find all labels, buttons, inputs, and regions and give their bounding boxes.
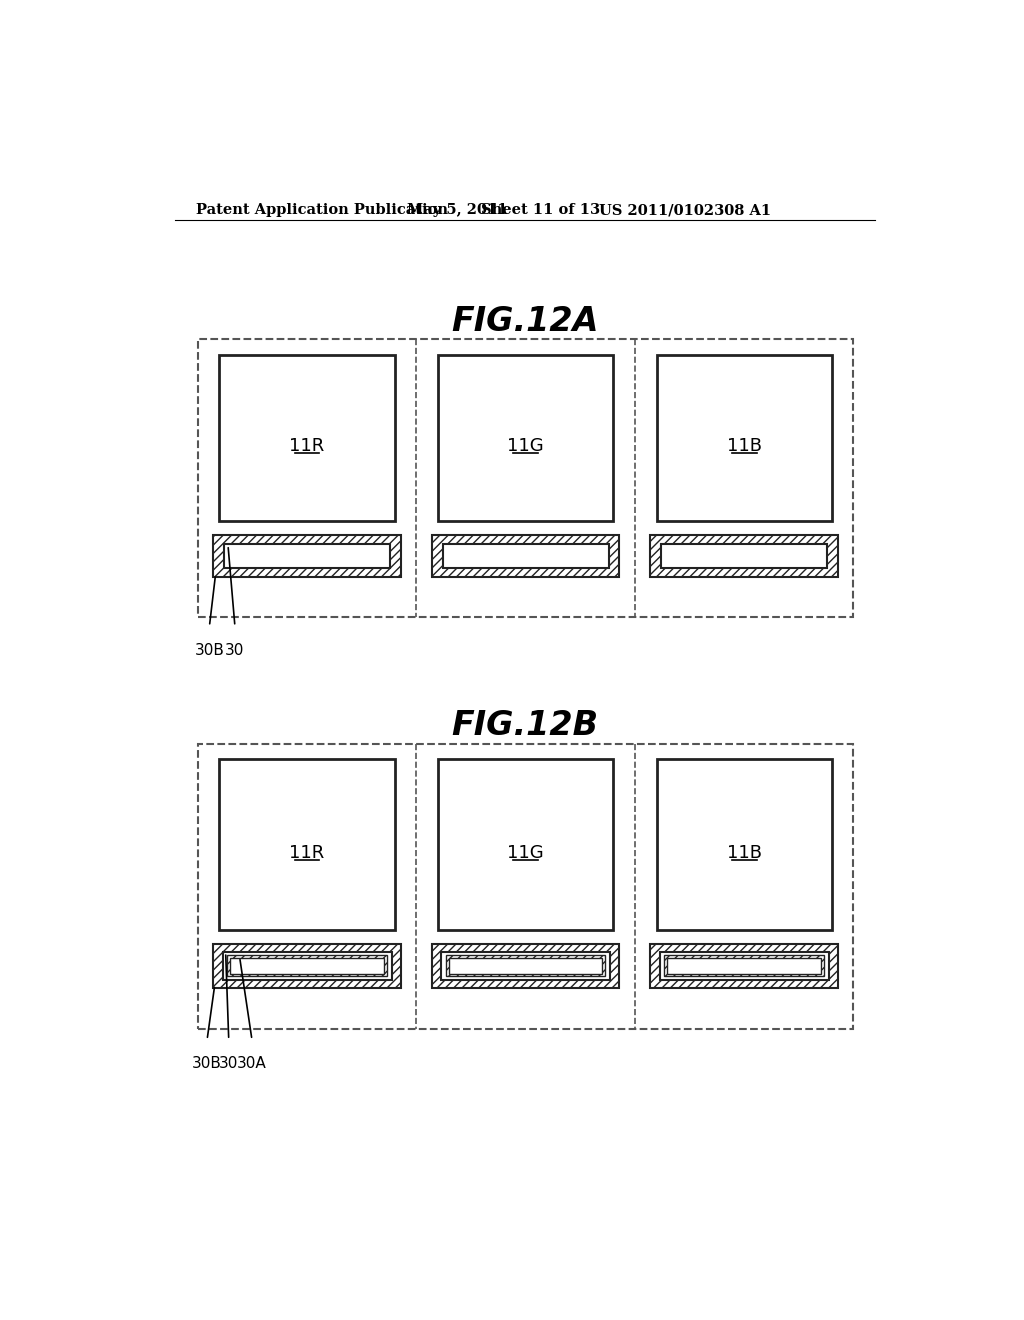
Bar [656,759,831,929]
Text: 11B: 11B [727,437,762,455]
Bar [198,339,853,616]
Bar [441,952,610,979]
Text: 30: 30 [225,643,245,657]
Text: 30B: 30B [195,643,224,657]
Text: 30: 30 [219,1056,239,1072]
Text: Sheet 11 of 13: Sheet 11 of 13 [480,203,600,216]
Bar [665,956,824,977]
Bar [668,958,821,974]
Bar [213,535,400,577]
Bar [438,759,613,929]
Bar [650,535,838,577]
Bar [219,759,394,929]
Bar [432,535,620,577]
Bar [219,355,394,521]
Bar [662,544,827,568]
Text: 11B: 11B [727,843,762,862]
Text: 11R: 11R [290,437,325,455]
Text: Patent Application Publication: Patent Application Publication [197,203,449,216]
Bar [213,944,400,987]
Bar [442,544,608,568]
Bar [432,944,620,987]
Bar [656,355,831,521]
Bar [438,355,613,521]
Bar [449,958,602,974]
Text: 11G: 11G [507,843,544,862]
Bar [222,952,391,979]
Text: FIG.12B: FIG.12B [452,709,599,742]
Text: US 2011/0102308 A1: US 2011/0102308 A1 [599,203,771,216]
Bar [230,958,384,974]
Text: 30A: 30A [238,1056,267,1072]
Bar [445,956,605,977]
Bar [227,956,387,977]
Bar [224,544,390,568]
Text: 30B: 30B [193,1056,222,1072]
Text: FIG.12A: FIG.12A [452,305,599,338]
Bar [659,952,828,979]
Text: 11G: 11G [507,437,544,455]
Text: 11R: 11R [290,843,325,862]
Text: May 5, 2011: May 5, 2011 [407,203,508,216]
Bar [650,944,838,987]
Bar [198,743,853,1028]
